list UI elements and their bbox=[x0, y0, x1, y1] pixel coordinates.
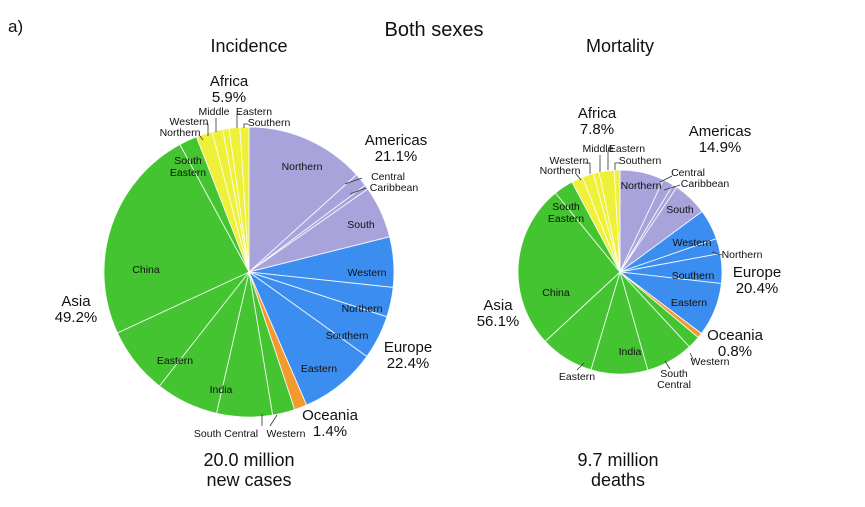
incidence-leader-americas-caribbean bbox=[349, 187, 367, 195]
mortality-total-line1: 9.7 million bbox=[577, 450, 658, 470]
mortality-title: Mortality bbox=[586, 36, 654, 56]
incidence-total-line2: new cases bbox=[206, 470, 291, 490]
incidence-leader-africa-western bbox=[205, 123, 209, 136]
mortality-leader-africa-southern bbox=[614, 162, 620, 170]
incidence-label-asia-south-eastern-1: South bbox=[174, 155, 202, 167]
incidence-region-americas-pct: 21.1% bbox=[375, 148, 418, 165]
incidence-label-americas-central: Central bbox=[371, 171, 405, 183]
mortality-region-asia: Asia bbox=[483, 297, 513, 314]
incidence-label-europe-southern: Southern bbox=[326, 330, 369, 342]
mortality-leader-americas-central bbox=[659, 175, 673, 183]
incidence-pie bbox=[103, 126, 395, 418]
incidence-region-europe-pct: 22.4% bbox=[387, 355, 430, 372]
mortality-region-europe: Europe bbox=[733, 264, 781, 281]
incidence-region-oceania-pct: 1.4% bbox=[313, 423, 347, 440]
incidence-label-europe-western: Western bbox=[348, 267, 387, 279]
mortality-region-africa: Africa bbox=[578, 105, 617, 122]
mortality-leader-africa-western bbox=[585, 162, 591, 174]
incidence-leader-americas-central bbox=[344, 177, 363, 185]
mortality-label-asia-south-eastern-2: Eastern bbox=[548, 213, 584, 225]
mortality-label-africa-middle: Middle bbox=[583, 143, 614, 155]
incidence-label-europe-northern: Northern bbox=[342, 303, 383, 315]
incidence-label-asia-china: China bbox=[132, 264, 160, 276]
incidence-label-asia-india: India bbox=[210, 384, 233, 396]
incidence-label-asia-eastern: Eastern bbox=[157, 355, 193, 367]
incidence-chart: Incidence Northern South Western Norther… bbox=[55, 36, 432, 490]
mortality-leader-europe-northern bbox=[711, 251, 723, 256]
mortality-label-europe-western: Western bbox=[673, 237, 712, 249]
incidence-region-asia: Asia bbox=[61, 293, 91, 310]
mortality-label-africa-western: Western bbox=[550, 155, 589, 167]
mortality-total-line2: deaths bbox=[591, 470, 645, 490]
incidence-label-africa-southern: Southern bbox=[248, 117, 291, 129]
mortality-leader-asia-eastern bbox=[576, 362, 585, 371]
mortality-label-africa-southern: Southern bbox=[619, 155, 662, 167]
incidence-slice-asia-china bbox=[103, 143, 250, 334]
incidence-region-africa: Africa bbox=[210, 73, 249, 90]
mortality-slice-africa-southern bbox=[613, 169, 621, 273]
incidence-total-line1: 20.0 million bbox=[203, 450, 294, 470]
mortality-region-oceania: Oceania bbox=[707, 327, 764, 344]
incidence-label-europe-eastern: Eastern bbox=[301, 363, 337, 375]
incidence-leader-africa-eastern bbox=[236, 113, 240, 128]
incidence-leader-africa-southern bbox=[243, 123, 248, 128]
mortality-chart: Mortality Northern South Western Souther… bbox=[477, 36, 781, 490]
mortality-region-africa-pct: 7.8% bbox=[580, 121, 614, 138]
incidence-leader-africa-northern bbox=[199, 135, 204, 141]
mortality-label-asia-china: China bbox=[542, 287, 570, 299]
mortality-region-americas-pct: 14.9% bbox=[699, 139, 742, 156]
incidence-label-asia-south-eastern-2: Eastern bbox=[170, 167, 206, 179]
incidence-label-americas-south: South bbox=[347, 219, 375, 231]
panel-label: a) bbox=[8, 17, 23, 36]
incidence-leader-asia-western bbox=[269, 414, 278, 427]
mortality-leader-asia-south-central bbox=[664, 360, 671, 370]
mortality-label-asia-south-eastern-1: South bbox=[552, 201, 580, 213]
mortality-label-americas-caribbean: Caribbean bbox=[681, 178, 730, 190]
mortality-pie bbox=[517, 169, 723, 375]
incidence-region-asia-pct: 49.2% bbox=[55, 309, 98, 326]
incidence-label-americas-caribbean: Caribbean bbox=[370, 182, 419, 194]
mortality-region-europe-pct: 20.4% bbox=[736, 280, 779, 297]
incidence-slice-africa-southern bbox=[239, 126, 250, 273]
mortality-label-africa-northern: Northern bbox=[540, 165, 581, 177]
mortality-slice-asia-china bbox=[517, 192, 621, 342]
mortality-leader-asia-western bbox=[689, 352, 695, 362]
incidence-label-asia-south-central: South Central bbox=[194, 428, 258, 440]
mortality-label-asia-india: India bbox=[619, 346, 642, 358]
mortality-label-americas-northern: Northern bbox=[621, 180, 662, 192]
incidence-title: Incidence bbox=[210, 36, 287, 56]
incidence-slice-americas-northern bbox=[248, 126, 358, 274]
incidence-label-africa-middle: Middle bbox=[199, 106, 230, 118]
mortality-region-americas: Americas bbox=[689, 123, 752, 140]
mortality-label-africa-eastern: Eastern bbox=[609, 143, 645, 155]
incidence-label-africa-northern: Northern bbox=[160, 127, 201, 139]
mortality-leader-africa-northern bbox=[575, 173, 582, 181]
mortality-label-americas-central: Central bbox=[671, 167, 705, 179]
mortality-region-oceania-pct: 0.8% bbox=[718, 343, 752, 360]
incidence-label-asia-western: Western bbox=[267, 428, 306, 440]
mortality-label-europe-southern: Southern bbox=[672, 270, 715, 282]
figure-heading: Both sexes bbox=[385, 19, 484, 41]
mortality-label-asia-western: Western bbox=[691, 356, 730, 368]
mortality-label-asia-south-central-2: Central bbox=[657, 379, 691, 391]
incidence-label-africa-eastern: Eastern bbox=[236, 106, 272, 118]
mortality-label-asia-eastern: Eastern bbox=[559, 371, 595, 383]
incidence-label-africa-western: Western bbox=[170, 116, 209, 128]
mortality-leader-americas-caribbean bbox=[663, 184, 681, 191]
incidence-region-africa-pct: 5.9% bbox=[212, 89, 246, 106]
mortality-leader-africa-eastern bbox=[607, 150, 612, 170]
incidence-region-oceania: Oceania bbox=[302, 407, 359, 424]
mortality-label-asia-south-central-1: South bbox=[660, 368, 688, 380]
mortality-label-americas-south: South bbox=[666, 204, 694, 216]
mortality-label-europe-eastern: Eastern bbox=[671, 297, 707, 309]
incidence-label-americas-northern: Northern bbox=[282, 161, 323, 173]
incidence-region-americas: Americas bbox=[365, 132, 428, 149]
mortality-label-europe-northern: Northern bbox=[722, 249, 763, 261]
incidence-region-europe: Europe bbox=[384, 339, 432, 356]
mortality-region-asia-pct: 56.1% bbox=[477, 313, 520, 330]
